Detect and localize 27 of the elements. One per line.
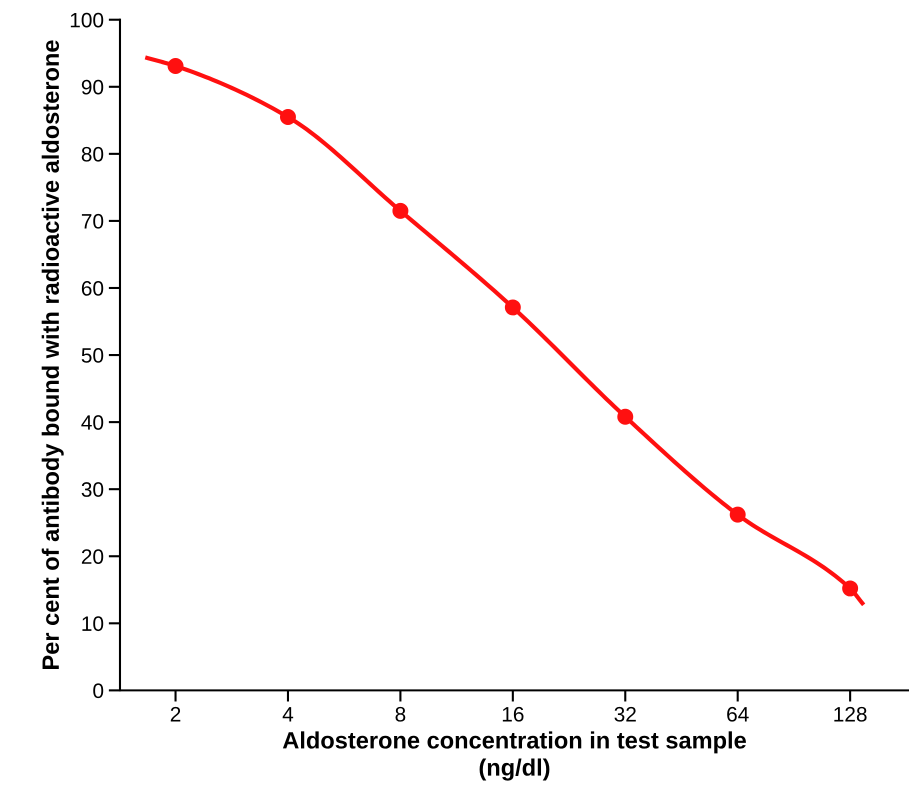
y-tick-label: 80 xyxy=(82,146,104,162)
point xyxy=(168,58,184,74)
point xyxy=(842,580,858,596)
x-tick-label: 32 xyxy=(614,706,636,722)
y-tick-label: 40 xyxy=(81,415,104,430)
point xyxy=(392,202,408,219)
x-axis-title: Aldosterone concentration in test sample (ng/dl) xyxy=(282,731,746,781)
y-tick-label: 90 xyxy=(82,80,104,95)
y-tick-label: 50 xyxy=(82,348,104,363)
y-tick-label: 10 xyxy=(82,616,104,632)
x-tick-label: 2 xyxy=(170,706,180,722)
y-axis-title: Per cent of antibody bound with radioactive aldosterone xyxy=(42,40,64,669)
point xyxy=(280,108,296,125)
y-tick-label: 100 xyxy=(70,12,104,28)
y-tick-label: 70 xyxy=(82,214,104,229)
point xyxy=(504,299,521,316)
point xyxy=(730,506,746,523)
x-tick-label: 16 xyxy=(502,706,524,722)
point xyxy=(617,408,634,425)
x-tick-label: 64 xyxy=(727,706,749,722)
y-tick-label: 20 xyxy=(82,549,104,564)
y-tick-label: 30 xyxy=(82,482,104,497)
y-tick-label: 60 xyxy=(82,280,104,296)
y-tick-label: 0 xyxy=(93,683,104,698)
x-tick-label: 4 xyxy=(282,707,294,722)
x-tick-label: 128 xyxy=(834,706,867,722)
x-tick-label: 8 xyxy=(396,706,406,722)
